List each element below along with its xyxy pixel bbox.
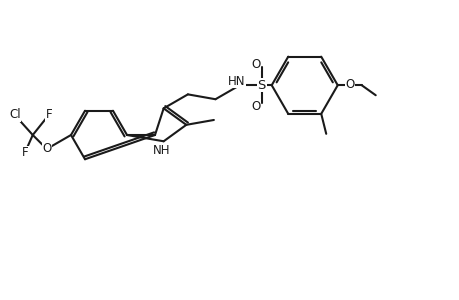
- Text: NH: NH: [152, 144, 170, 157]
- Text: Cl: Cl: [9, 109, 21, 122]
- Text: F: F: [22, 146, 28, 160]
- Text: HN: HN: [228, 75, 245, 88]
- Text: S: S: [257, 79, 265, 92]
- Text: O: O: [344, 78, 353, 91]
- Text: O: O: [42, 142, 51, 155]
- Text: O: O: [251, 100, 260, 113]
- Text: O: O: [251, 58, 260, 71]
- Text: F: F: [45, 109, 52, 122]
